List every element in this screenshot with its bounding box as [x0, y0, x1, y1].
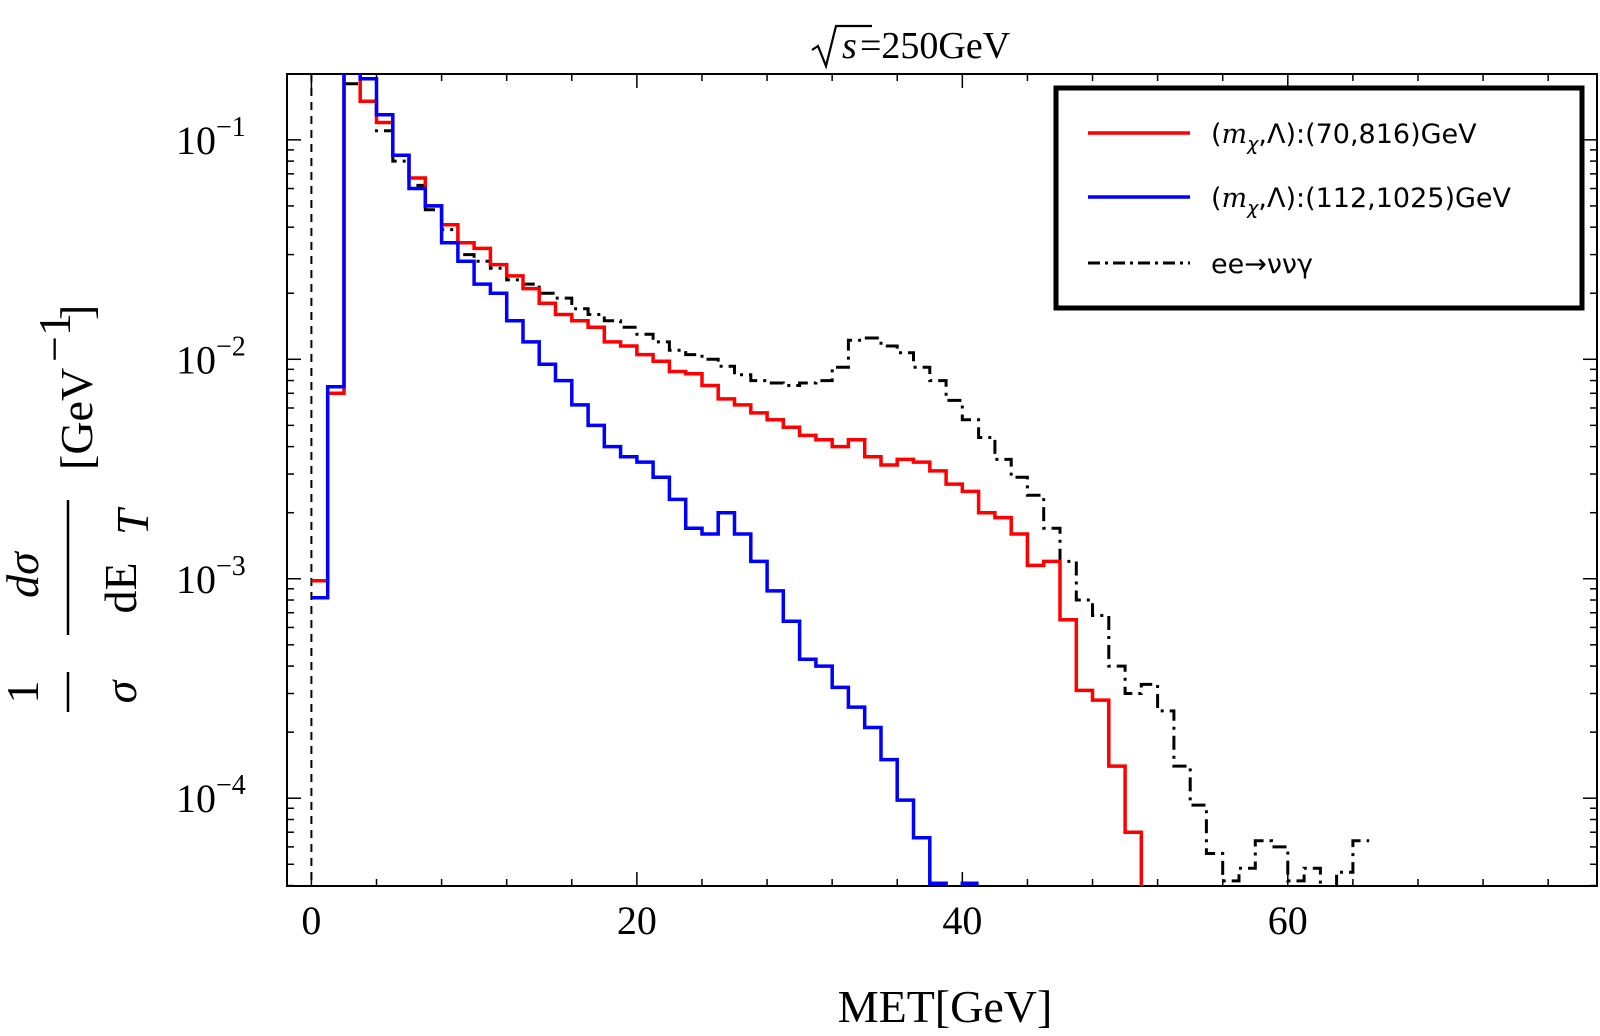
- legend-label-black: ee→ννγ: [1211, 249, 1313, 280]
- x-tick-label: 0: [301, 898, 321, 943]
- y-tick-label: 10−4: [176, 770, 246, 821]
- y-label-T: T: [107, 506, 158, 535]
- x-axis-label: MET[GeV]: [838, 981, 1053, 1032]
- legend-item-red: (mχ,Λ):(70,816)GeV: [1088, 119, 1477, 155]
- y-label-sigma: σ: [95, 678, 146, 703]
- x-tick-label: 40: [942, 898, 982, 943]
- series-line-1: [311, 74, 979, 886]
- y-tick-label: 10−2: [176, 331, 246, 382]
- series-line-2: [344, 82, 1370, 886]
- chart-title: s =250GeV: [811, 24, 1011, 70]
- y-tick-label: 10−1: [176, 112, 246, 163]
- title-energy: =250GeV: [860, 25, 1011, 67]
- series-group: [311, 74, 1370, 886]
- legend-label-red: (mχ,Λ):(70,816)GeV: [1211, 119, 1477, 155]
- legend: (mχ,Λ):(70,816)GeV (mχ,Λ):(112,1025)GeV …: [1053, 85, 1585, 311]
- y-tick-label: 10−3: [176, 551, 246, 602]
- x-tick-label: 20: [617, 898, 657, 943]
- legend-item-black: ee→ννγ: [1088, 249, 1313, 280]
- plot-frame: [286, 73, 1598, 887]
- y-label-dsigma: dσ: [0, 550, 48, 598]
- legend-item-blue: (mχ,Λ):(112,1025)GeV: [1088, 183, 1512, 219]
- sqrt-symbol: [811, 24, 872, 70]
- y-label-unit-exp: −1: [29, 313, 80, 362]
- y-label-dE: dE: [95, 562, 146, 613]
- y-label-one: 1: [0, 681, 48, 704]
- axis-ticks: [287, 74, 1597, 887]
- y-label-unit-close: ]: [51, 305, 102, 320]
- y-label-unit: [GeV: [51, 368, 102, 470]
- axis-tick-labels: 0 20 40 60 10−1 10−2 10−3 10−4: [176, 112, 1308, 943]
- y-axis-label: 1 σ dσ dE T [GeV −1 ]: [0, 305, 158, 712]
- series-line-0: [311, 74, 1144, 886]
- title-root-s: s: [842, 25, 857, 67]
- x-tick-label: 60: [1268, 898, 1308, 943]
- legend-label-blue: (mχ,Λ):(112,1025)GeV: [1211, 183, 1512, 219]
